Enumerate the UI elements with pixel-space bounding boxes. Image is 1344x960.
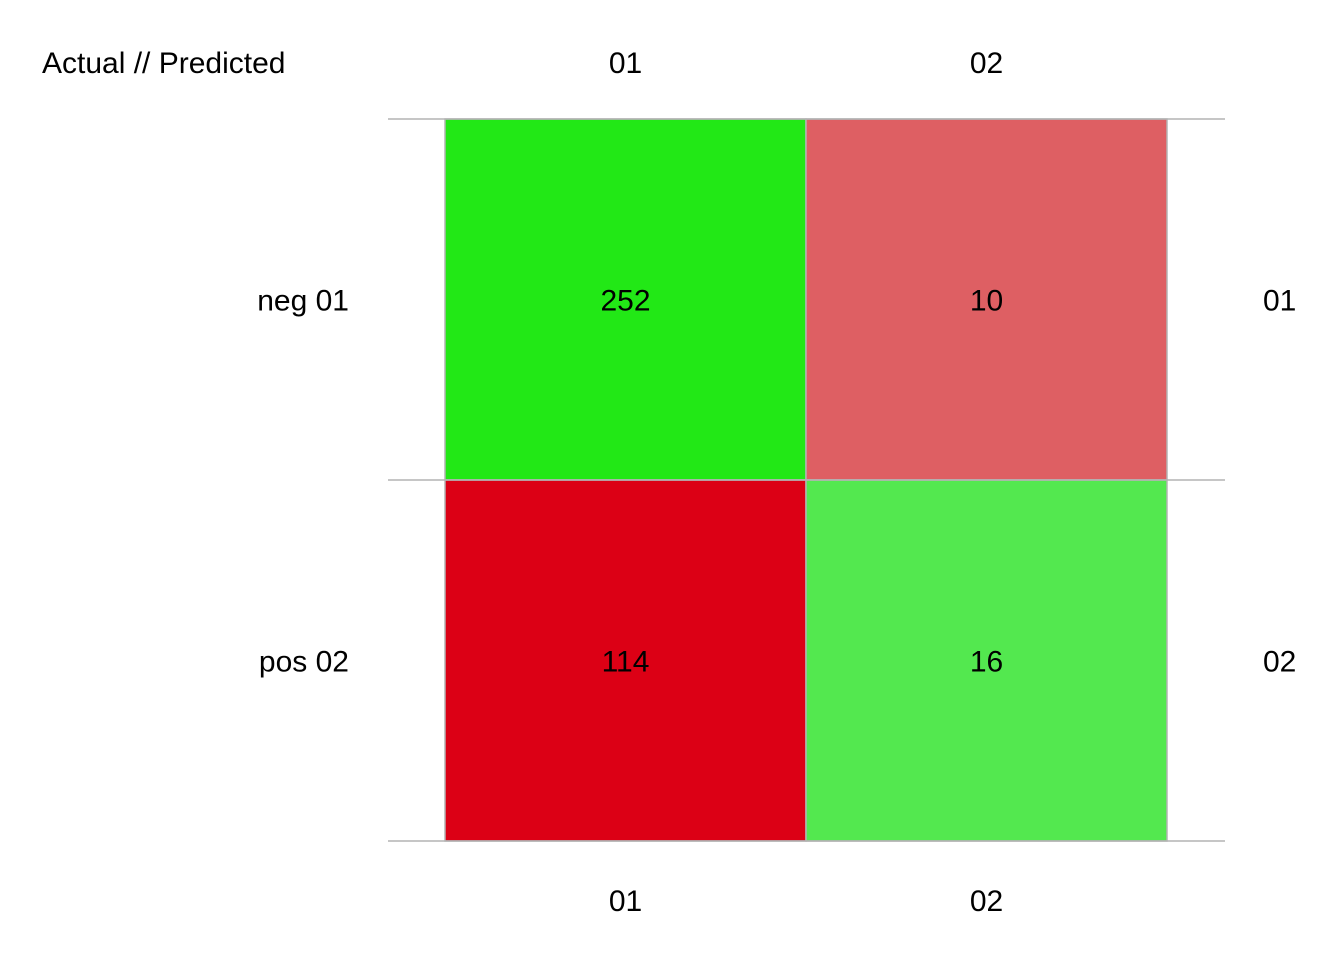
row-label-left-2: pos 02 xyxy=(259,646,349,679)
row-label-right-2: 02 xyxy=(1263,646,1296,679)
axis-labels: Actual // Predicted 252 10 114 16 01 02 01 02 ne… xyxy=(42,47,1296,918)
matrix-cells xyxy=(444,118,1168,842)
column-header-top-2: 02 xyxy=(970,47,1003,80)
row-label-right-1: 01 xyxy=(1263,285,1296,318)
matrix-cell-r1-c1 xyxy=(444,118,807,481)
grid-lines xyxy=(388,118,1225,842)
column-label-bottom-2: 02 xyxy=(970,885,1003,918)
cell-value-r1-c1: 252 xyxy=(600,285,650,318)
column-label-bottom-1: 01 xyxy=(609,885,642,918)
corner-label: Actual // Predicted xyxy=(42,47,285,80)
matrix-cell-r1-c2 xyxy=(805,118,1168,481)
cell-value-r2-c1: 114 xyxy=(602,646,650,679)
cell-value-r2-c2: 16 xyxy=(970,646,1003,679)
row-label-left-1: neg 01 xyxy=(257,285,349,318)
cell-value-r1-c2: 10 xyxy=(970,285,1003,318)
column-header-top-1: 01 xyxy=(609,47,642,80)
matrix-cell-r2-c2 xyxy=(805,479,1168,842)
